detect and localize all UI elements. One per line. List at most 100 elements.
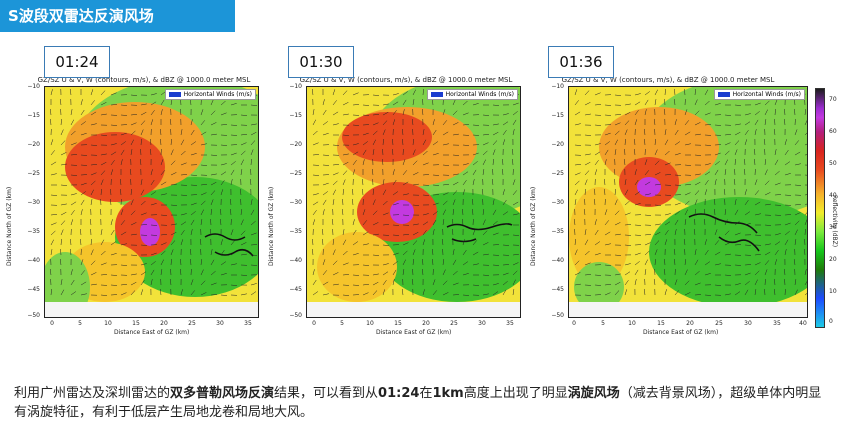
wind-barb	[60, 229, 64, 236]
wind-barb	[230, 240, 235, 246]
wind-barb	[502, 272, 509, 276]
wind-barb	[322, 238, 324, 246]
wind-barb	[584, 239, 589, 246]
wind-barb	[784, 173, 791, 176]
wind-barb	[664, 289, 667, 296]
wind-barb	[120, 209, 124, 216]
wind-barb	[160, 242, 167, 246]
wind-barb	[774, 249, 779, 256]
wind-barb	[90, 260, 96, 266]
wind-barb	[90, 172, 97, 176]
wind-barb	[412, 99, 415, 106]
wind-barb	[714, 263, 721, 266]
wind-barb	[452, 173, 459, 176]
wind-barb	[754, 270, 760, 276]
wind-barb	[574, 100, 579, 106]
wind-barb	[714, 169, 719, 176]
wind-barb	[714, 198, 716, 206]
wind-barb	[352, 92, 359, 96]
wind-barb	[60, 129, 64, 136]
wind-barb	[594, 274, 602, 276]
wind-barb	[130, 290, 136, 296]
wind-barb	[584, 134, 592, 136]
wind-barb	[312, 201, 319, 206]
wind-barb	[110, 274, 118, 276]
wind-barb	[694, 282, 701, 286]
wind-barb	[624, 244, 632, 246]
wind-barb	[724, 114, 732, 116]
wind-barb	[714, 161, 720, 166]
wind-barb	[180, 289, 183, 296]
wind-barb	[462, 189, 466, 196]
wind-barb	[239, 188, 242, 196]
wind-barb	[442, 259, 445, 266]
wind-barb	[352, 219, 355, 226]
wind-barb	[442, 109, 446, 116]
wind-barb	[200, 131, 207, 136]
wind-barb	[694, 181, 701, 186]
wind-barb	[754, 179, 758, 186]
wind-barb	[634, 252, 641, 256]
time-label: 01:24	[44, 46, 110, 78]
wind-barb	[130, 222, 137, 226]
wind-barb	[362, 283, 370, 286]
wind-barb	[654, 240, 660, 246]
wind-barb	[372, 222, 379, 226]
wind-barb	[764, 159, 767, 166]
wind-barb	[372, 199, 376, 206]
wind-barb	[180, 174, 188, 176]
wind-barb	[60, 248, 62, 256]
wind-barb	[402, 138, 404, 146]
y-tick: −20	[551, 141, 564, 148]
wind-barb	[512, 111, 518, 116]
wind-barb	[422, 162, 429, 166]
wind-barb	[784, 194, 792, 196]
y-tick: −45	[551, 286, 564, 293]
wind-barb	[50, 194, 58, 196]
y-tick: −40	[289, 257, 302, 264]
wind-barb	[784, 214, 792, 216]
wind-barb	[342, 179, 346, 186]
wind-barb	[332, 164, 340, 166]
wind-barb	[130, 233, 137, 236]
wind-barb	[472, 198, 474, 206]
wind-barb	[100, 113, 107, 116]
wind-barb	[312, 238, 314, 246]
wind-barb	[492, 158, 494, 166]
wind-barb	[442, 143, 449, 146]
wind-barb	[432, 98, 434, 106]
wind-barb	[694, 199, 698, 206]
wind-barb	[482, 253, 489, 256]
wind-barb	[482, 274, 490, 276]
wind-barb	[784, 161, 791, 166]
wind-barb	[492, 232, 499, 236]
wind-barb	[734, 264, 742, 266]
wind-barb	[209, 228, 212, 236]
wind-barb	[422, 289, 425, 296]
wind-barb	[150, 138, 152, 146]
wind-barb	[634, 138, 636, 146]
wind-barb	[704, 189, 708, 196]
wind-barb	[724, 242, 731, 246]
wind-barb	[754, 201, 761, 206]
wind-barb	[411, 278, 414, 286]
wind-barb	[452, 218, 454, 226]
wind-barb	[110, 284, 118, 286]
wind-barb	[694, 173, 701, 176]
wind-barb	[482, 142, 489, 146]
wind-barb	[644, 193, 651, 196]
wind-barb	[80, 182, 87, 186]
wind-barb	[754, 234, 762, 236]
wind-barb	[614, 233, 621, 236]
wind-barb	[322, 182, 329, 186]
wind-barb	[472, 169, 477, 176]
wind-barb	[210, 208, 212, 216]
wind-barb	[130, 114, 138, 116]
wind-barb	[704, 89, 709, 96]
wind-barb	[744, 223, 751, 226]
wind-barb	[724, 133, 732, 136]
wind-barb	[634, 261, 640, 266]
wind-barb	[452, 249, 455, 256]
wind-barb	[250, 291, 257, 296]
wind-barb	[160, 99, 165, 106]
